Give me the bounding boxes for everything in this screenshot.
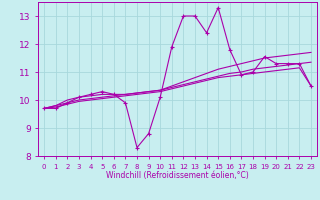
X-axis label: Windchill (Refroidissement éolien,°C): Windchill (Refroidissement éolien,°C) <box>106 171 249 180</box>
